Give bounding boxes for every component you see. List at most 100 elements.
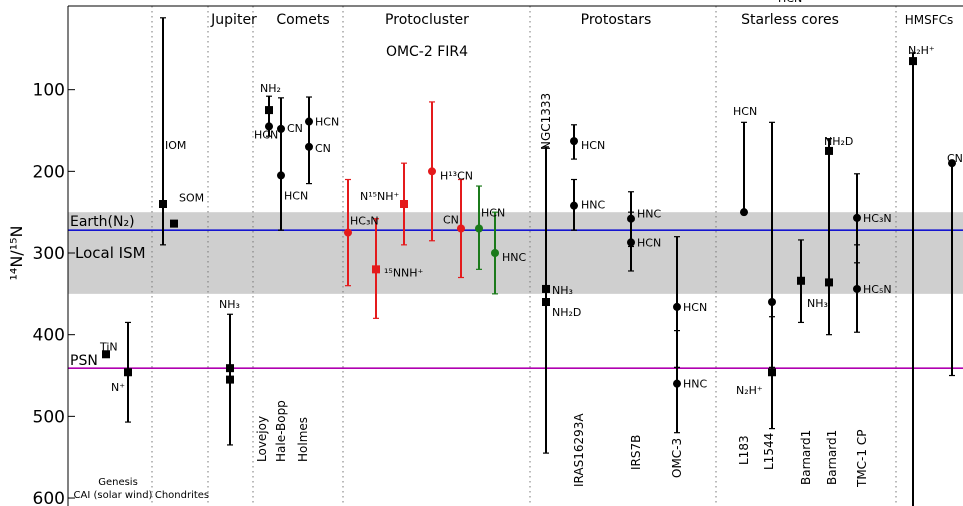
data-point xyxy=(627,214,635,223)
data-point xyxy=(305,142,313,151)
point-label: HNC xyxy=(637,208,662,221)
source-label: Hale-Bopp xyxy=(274,400,288,462)
point-label: NH₂D xyxy=(552,306,581,319)
data-point xyxy=(428,167,436,176)
local-ism-band xyxy=(68,212,963,294)
group-title: Jupiter xyxy=(210,12,257,28)
group-sublabel: CAI (solar wind) xyxy=(74,490,153,501)
data-point xyxy=(673,379,681,388)
point-label: N₂H⁺ xyxy=(908,44,935,57)
data-point xyxy=(277,124,285,133)
source-label: NGC1333 xyxy=(539,93,553,150)
data-point xyxy=(768,298,776,307)
data-point xyxy=(305,117,313,126)
source-label: Lovejoy xyxy=(255,416,269,462)
point-label: HCN xyxy=(315,116,339,129)
data-point xyxy=(853,213,861,222)
data-point xyxy=(475,224,483,233)
group-title: Comets xyxy=(276,12,329,28)
data-point xyxy=(400,200,408,209)
point-label: HC₃N xyxy=(863,212,892,225)
point-label: N¹⁵NH⁺ xyxy=(360,190,400,203)
local-ism-label: Local ISM xyxy=(75,244,146,262)
point-label: IOM xyxy=(165,139,186,152)
data-point xyxy=(825,146,833,155)
y-tick-label: 300 xyxy=(33,244,65,264)
y-axis-label: ¹⁴N/¹⁵N xyxy=(7,226,26,281)
source-label: L1544 xyxy=(762,433,776,470)
point-label: HNC xyxy=(683,378,708,391)
y-tick-label: 400 xyxy=(33,326,65,346)
y-tick-label: 600 xyxy=(33,489,65,506)
point-label: HCN xyxy=(254,128,278,141)
data-point xyxy=(277,171,285,180)
data-point xyxy=(673,302,681,311)
source-label: TMC-1 CP xyxy=(855,430,869,488)
point-label: HNC xyxy=(502,251,527,264)
y-tick-label: 200 xyxy=(33,162,65,182)
y-tick-label: 500 xyxy=(33,407,65,427)
source-label: L183 xyxy=(737,435,751,465)
source-label: IRS7B xyxy=(629,435,643,470)
source-label: Barnard1 xyxy=(799,430,813,485)
source-label: Barnard1 xyxy=(825,430,839,485)
data-point xyxy=(372,265,380,274)
point-label: NH₂ xyxy=(260,82,281,95)
point-label: NH₃ xyxy=(807,297,828,310)
point-label: HCN xyxy=(778,0,802,5)
data-point xyxy=(768,368,776,377)
point-label: N⁺ xyxy=(111,381,125,394)
data-point xyxy=(170,219,178,228)
point-label: HCN xyxy=(481,207,505,220)
data-point xyxy=(124,368,132,377)
point-label: HCN xyxy=(637,236,661,249)
point-label: HCN xyxy=(733,105,757,118)
point-label: HCN xyxy=(683,301,707,314)
data-point xyxy=(825,278,833,287)
point-label: CN xyxy=(443,214,459,227)
source-label: Holmes xyxy=(296,417,310,462)
data-point xyxy=(570,201,578,210)
group-title: HMSFCs xyxy=(905,13,954,27)
data-point xyxy=(226,364,234,373)
group-subtitle: OMC-2 FIR4 xyxy=(386,44,468,60)
point-label: H¹³CN xyxy=(440,169,473,182)
group-sublabel: Genesis xyxy=(98,477,138,488)
point-label: CN xyxy=(287,122,303,135)
source-label: OMC-3 xyxy=(670,438,684,478)
point-label: ¹⁵NNH⁺ xyxy=(384,266,424,279)
earth-label: Earth(N₂) xyxy=(70,214,135,230)
data-point xyxy=(853,284,861,293)
point-label: CN xyxy=(947,152,963,165)
point-label: HNC xyxy=(581,199,606,212)
point-label: HCN xyxy=(284,189,308,202)
data-point xyxy=(570,137,578,146)
source-label: IRAS16293A xyxy=(572,413,586,487)
data-point xyxy=(948,159,956,168)
point-label: HCN xyxy=(581,139,605,152)
data-point xyxy=(344,228,352,237)
point-label: HC₅N xyxy=(863,283,892,296)
point-label: NH₃ xyxy=(219,298,240,311)
point-label: N₂H⁺ xyxy=(736,384,763,397)
data-point xyxy=(457,224,465,233)
point-label: NH₃ xyxy=(552,284,573,297)
point-label: SOM xyxy=(179,192,204,205)
data-point xyxy=(265,122,273,131)
data-point xyxy=(797,276,805,285)
data-point xyxy=(627,238,635,247)
point-label: TiN xyxy=(99,340,118,353)
data-point xyxy=(542,298,550,307)
data-point xyxy=(740,208,748,217)
group-sublabel: Chondrites xyxy=(155,490,209,501)
data-point xyxy=(491,249,499,258)
point-label: HC₃N xyxy=(350,215,379,228)
data-point xyxy=(159,200,167,209)
group-title: Starless cores xyxy=(741,12,839,28)
data-point xyxy=(265,106,273,115)
group-title: Protostars xyxy=(581,12,652,28)
group-title: Protocluster xyxy=(385,12,469,28)
data-point xyxy=(102,350,110,359)
y-tick-label: 100 xyxy=(33,81,65,101)
